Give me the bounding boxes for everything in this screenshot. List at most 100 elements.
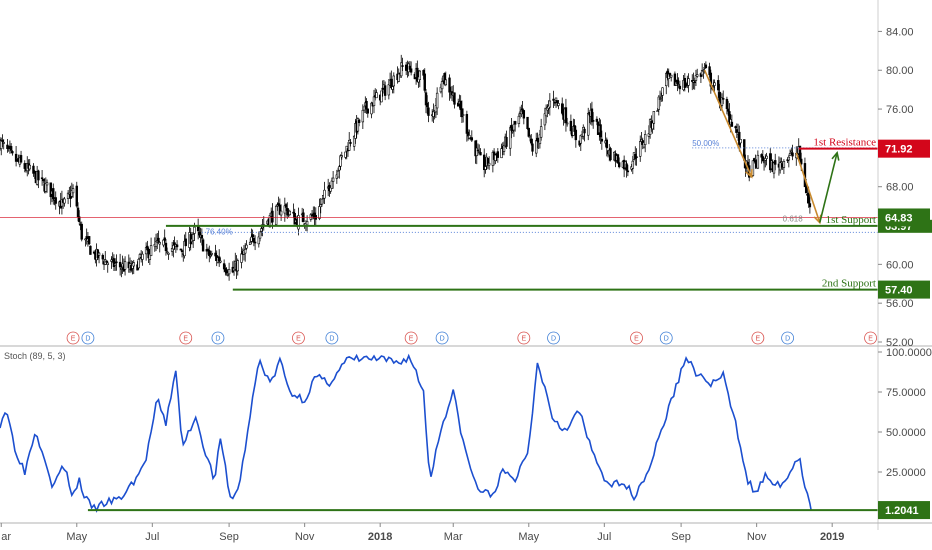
candle-down	[522, 110, 526, 119]
candle-up	[440, 81, 444, 90]
earnings-marker[interactable]	[179, 331, 193, 345]
candle-down	[40, 177, 44, 180]
candle-up	[106, 262, 109, 265]
resistance-tag-text: 71.92	[885, 144, 913, 156]
candle-down	[251, 234, 254, 238]
stoch-tick-label: 50.0000	[886, 427, 926, 439]
dividend-marker[interactable]	[547, 331, 560, 345]
candle-down	[804, 185, 808, 194]
price-tick-label: 52.00	[886, 337, 914, 349]
fib-label: 1	[284, 210, 289, 219]
candle-down	[9, 146, 13, 151]
candle-down	[800, 158, 803, 165]
event-marker-letter: E	[296, 336, 301, 343]
candle-down	[164, 242, 168, 252]
arrow-up	[819, 152, 838, 223]
resistance-tag-bg	[878, 139, 930, 158]
candle-down	[89, 245, 92, 255]
earnings-marker[interactable]	[630, 331, 643, 345]
price-pane[interactable]: 50.00% 76.40% 0.618 1 1st Resistance 1st Supp…	[0, 54, 878, 345]
candle-up	[236, 260, 239, 272]
candle-up	[557, 103, 560, 106]
candle-down	[366, 108, 369, 114]
candle-down	[527, 127, 530, 137]
dividend-marker[interactable]	[325, 331, 339, 345]
candle-up	[45, 182, 49, 186]
arrow-up-head	[831, 150, 840, 161]
time-tick-label: May	[66, 531, 87, 543]
candle-up	[340, 155, 343, 158]
candle-down	[626, 170, 630, 173]
candle-up	[790, 150, 793, 153]
candle-down	[271, 210, 274, 223]
candle-down	[717, 80, 720, 91]
earnings-marker[interactable]	[517, 331, 531, 345]
candle-up	[344, 151, 347, 158]
fib-label: 76.40%	[206, 227, 233, 236]
earnings-marker[interactable]	[404, 331, 418, 345]
time-tick-label: Jul	[597, 531, 611, 543]
candle-down	[704, 64, 708, 69]
candle-up	[392, 75, 395, 87]
price-tick-label: 68.00	[886, 182, 914, 194]
time-tick-label: Sep	[219, 531, 239, 543]
event-marker-letter: E	[521, 336, 526, 343]
candle-down	[423, 73, 426, 91]
candle-up	[397, 73, 400, 82]
candle-down	[479, 152, 482, 156]
candle-down	[157, 237, 160, 243]
earnings-marker[interactable]	[751, 331, 765, 345]
stoch-pane[interactable]: Stoch (89, 5, 3)	[0, 351, 878, 513]
candle-up	[587, 112, 590, 136]
candle-down	[253, 241, 257, 244]
time-tick-label: ar	[1, 531, 11, 543]
candle-up	[782, 160, 786, 168]
stoch-tick-label: 100.0000	[886, 347, 932, 359]
candle-down	[225, 269, 228, 274]
candle-up	[63, 198, 66, 204]
candle-down	[553, 101, 556, 104]
stoch-line[interactable]	[0, 353, 812, 513]
candle-up	[475, 147, 478, 156]
time-tick-label: Nov	[747, 531, 767, 543]
candle-down	[54, 197, 57, 204]
price-tick-label: 80.00	[886, 65, 914, 77]
candle-up	[323, 189, 326, 199]
earnings-marker[interactable]	[292, 331, 305, 345]
candle-down	[427, 107, 430, 116]
candle-up	[305, 221, 309, 226]
candle-down	[599, 124, 602, 138]
earnings-marker[interactable]	[66, 331, 80, 345]
candle-down	[583, 128, 586, 134]
candle-down	[808, 203, 812, 208]
candle-up	[167, 252, 170, 255]
dividend-marker[interactable]	[659, 331, 673, 345]
candle-down	[722, 98, 725, 100]
candle-up	[687, 78, 690, 86]
time-tick-label: 2018	[368, 531, 392, 543]
candle-up	[695, 74, 699, 77]
candle-down	[807, 193, 810, 204]
candle-up	[113, 263, 117, 266]
candle-down	[761, 156, 765, 162]
dividend-marker[interactable]	[81, 331, 95, 345]
candle-up	[362, 106, 366, 111]
event-marker-letter: E	[71, 336, 76, 343]
time-tick-label: Sep	[671, 531, 691, 543]
candle-down	[1, 139, 4, 142]
candle-up	[120, 268, 123, 270]
candle-down	[409, 68, 413, 73]
earnings-marker[interactable]	[864, 331, 877, 345]
dividend-marker[interactable]	[781, 331, 794, 345]
dividend-marker[interactable]	[435, 331, 449, 345]
candle-up	[261, 226, 264, 229]
stoch-tag-bg	[878, 501, 930, 520]
candle-up	[391, 86, 394, 90]
candle-up	[548, 100, 552, 108]
candle-down	[605, 139, 608, 149]
candle-down	[42, 178, 45, 182]
candle-up	[380, 90, 383, 103]
dividend-marker[interactable]	[211, 331, 225, 345]
